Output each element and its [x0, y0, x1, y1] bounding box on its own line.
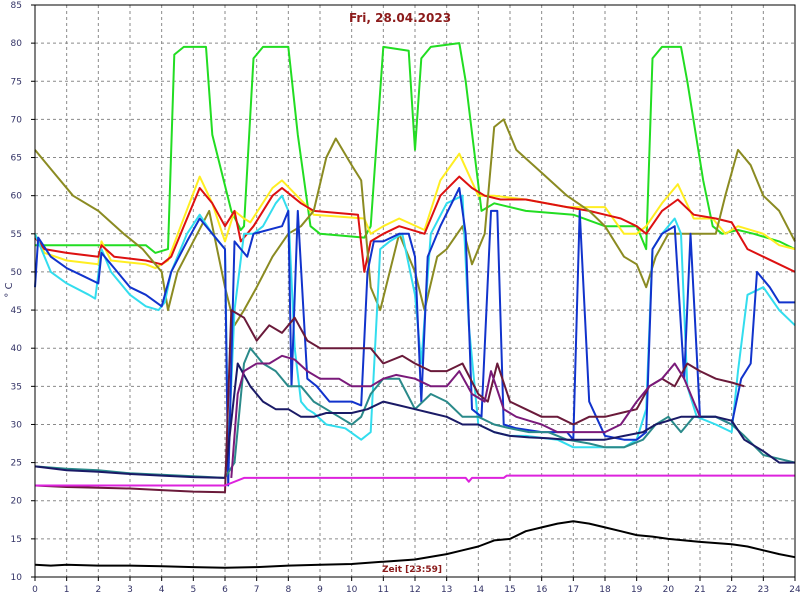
x-axis-label: Zeit [23:59]	[382, 565, 442, 575]
x-tick-label: 15	[504, 585, 515, 595]
x-tick-label: 12	[409, 585, 420, 595]
x-tick-label: 8	[285, 585, 291, 595]
x-tick-labels: 0 1 2 3 4 5 6 7 8 9 10 11 12 13 14 15 16 17 18 19 20 21 22 23 24	[32, 577, 800, 595]
y-tick-label: 25	[11, 459, 22, 469]
x-tick-label: 21	[694, 585, 705, 595]
x-tick-label: 24	[789, 585, 800, 595]
x-tick-label: 14	[473, 585, 485, 595]
x-tick-label: 7	[254, 585, 260, 595]
x-tick-label: 17	[568, 585, 579, 595]
series-line-11	[35, 474, 795, 487]
y-tick-label: 70	[11, 115, 23, 125]
series-line-1	[35, 42, 796, 254]
y-tick-labels: 10 15 20 25 30 35 40 45 50 55 60 65 70 75 80 85	[11, 1, 35, 583]
y-tick-label: 75	[11, 77, 22, 87]
x-tick-label: 23	[758, 585, 769, 595]
series-line-7	[34, 347, 796, 479]
x-tick-label: 2	[95, 585, 101, 595]
x-tick-label: 13	[441, 585, 452, 595]
x-tick-label: 9	[317, 585, 323, 595]
x-tick-label: 10	[346, 585, 358, 595]
y-tick-label: 85	[11, 1, 22, 11]
y-tick-label: 60	[11, 192, 23, 202]
x-tick-label: 11	[378, 585, 389, 595]
y-tick-label: 55	[11, 230, 22, 240]
x-tick-label: 3	[127, 585, 133, 595]
x-tick-label: 6	[222, 585, 228, 595]
chart-title: Fri, 28.04.2023	[349, 11, 451, 25]
y-tick-label: 50	[11, 268, 23, 278]
x-tick-label: 4	[159, 585, 165, 595]
x-tick-label: 18	[599, 585, 611, 595]
y-tick-label: 80	[11, 39, 23, 49]
series-line-3	[34, 175, 796, 273]
y-tick-label: 30	[11, 420, 23, 430]
y-tick-label: 45	[11, 306, 22, 316]
series-line-6	[34, 187, 795, 487]
y-tick-label: 10	[11, 573, 23, 583]
series-line-10	[230, 354, 701, 478]
series-line-8	[34, 362, 795, 479]
x-tick-label: 22	[726, 585, 737, 595]
x-tick-label: 0	[32, 585, 38, 595]
series-group	[34, 42, 796, 569]
x-tick-label: 5	[190, 585, 196, 595]
y-tick-label: 65	[11, 154, 22, 164]
x-tick-label: 1	[64, 585, 70, 595]
y-tick-label: 20	[11, 497, 23, 507]
series-line-12	[34, 520, 796, 569]
y-tick-label: 15	[11, 535, 22, 545]
x-tick-label: 19	[631, 585, 643, 595]
y-tick-label: 35	[11, 382, 22, 392]
grid	[35, 5, 795, 577]
x-tick-label: 16	[536, 585, 548, 595]
y-axis-label: ° C	[4, 282, 15, 297]
x-tick-label: 20	[663, 585, 675, 595]
y-tick-label: 40	[11, 344, 23, 354]
